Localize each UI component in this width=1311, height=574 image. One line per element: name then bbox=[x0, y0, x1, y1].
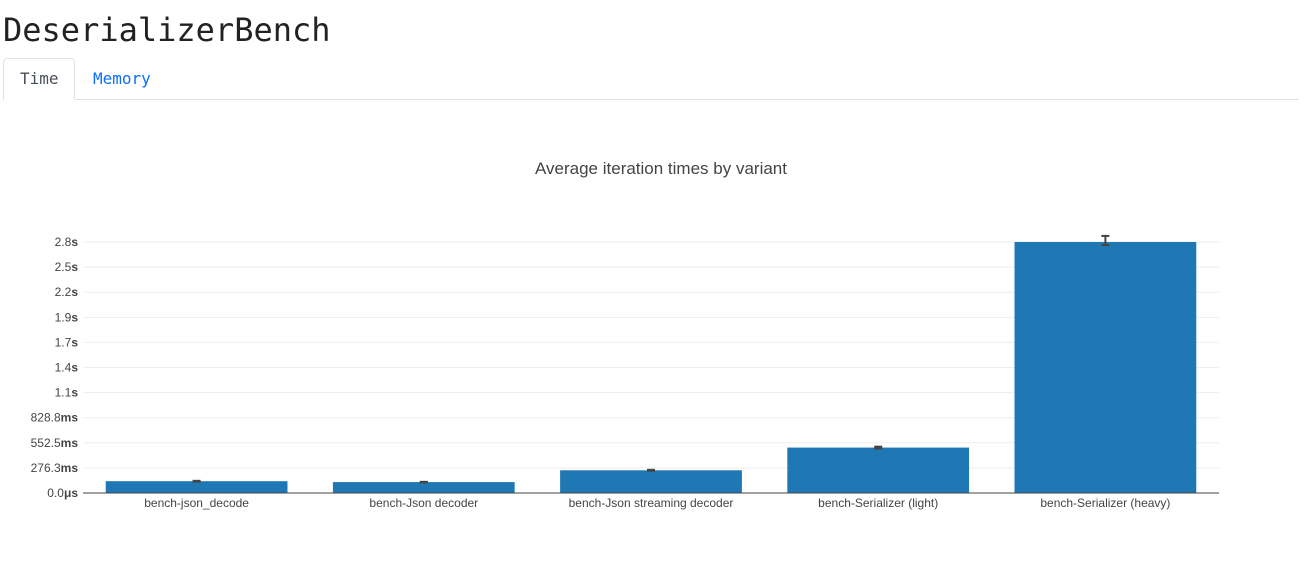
tab-memory[interactable]: Memory bbox=[93, 69, 151, 88]
y-tick-label: 1.7s bbox=[55, 335, 79, 349]
bar bbox=[560, 470, 742, 493]
y-tick-label: 1.9s bbox=[55, 310, 79, 324]
y-tick-label: 0.0μs bbox=[47, 486, 78, 500]
tab-bar: Time Memory bbox=[3, 58, 1299, 100]
bar bbox=[1014, 242, 1197, 493]
y-tick-label: 1.1s bbox=[55, 386, 79, 400]
y-tick-label: 2.2s bbox=[55, 285, 79, 299]
page-title: DeserializerBench bbox=[3, 11, 331, 49]
bar bbox=[105, 481, 288, 493]
y-tick-label: 828.8ms bbox=[31, 411, 79, 425]
chart-svg: Average iteration times by variant 0.0μs 2… bbox=[31, 159, 1219, 510]
tab-time[interactable]: Time bbox=[3, 58, 75, 100]
x-tick-label: bench-json_decode bbox=[144, 496, 249, 510]
x-tick-label: bench-Json streaming decoder bbox=[569, 496, 734, 510]
y-tick-label: 2.8s bbox=[55, 235, 79, 249]
y-tick-label: 2.5s bbox=[55, 260, 79, 274]
y-tick-label: 276.3ms bbox=[31, 461, 79, 475]
y-tick-label: 1.4s bbox=[55, 361, 79, 375]
y-tick-label: 552.5ms bbox=[31, 436, 79, 450]
bar bbox=[787, 447, 970, 493]
x-tick-label: bench-Serializer (heavy) bbox=[1040, 496, 1170, 510]
bar-chart: Average iteration times by variant 0.0μs 2… bbox=[0, 110, 1311, 550]
x-tick-label: bench-Serializer (light) bbox=[818, 496, 938, 510]
bar bbox=[332, 482, 515, 493]
chart-title: Average iteration times by variant bbox=[535, 159, 787, 178]
x-tick-label: bench-Json decoder bbox=[369, 496, 478, 510]
